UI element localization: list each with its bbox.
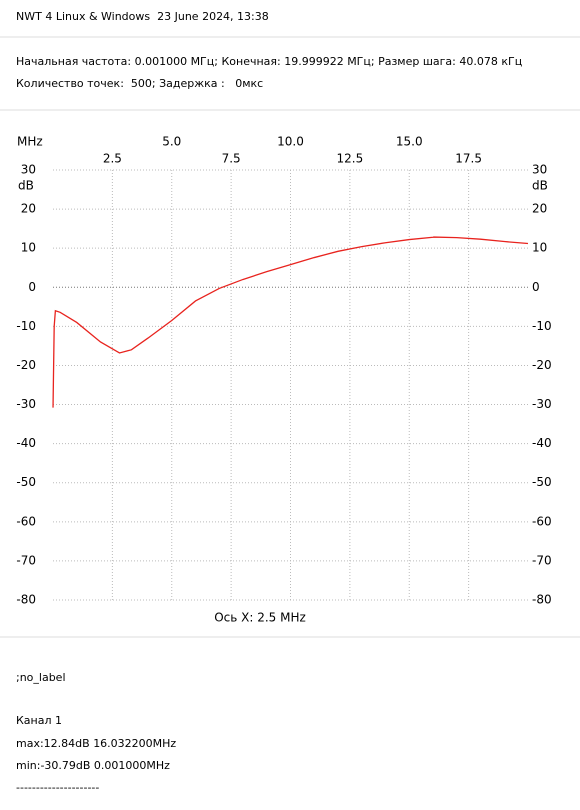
y-tick-label: 10: [21, 241, 36, 255]
y-tick-label: 0: [28, 280, 36, 294]
y-unit: dB: [18, 179, 34, 193]
y-tick-label: 30: [21, 163, 36, 177]
params: Количество точек: 500; Задержка : 0мкс: [16, 77, 263, 90]
x-unit: MHz: [17, 135, 43, 149]
y-tick-label: -60: [16, 514, 36, 528]
y-tick-label: -80: [16, 593, 36, 607]
y-tick-label: -70: [16, 553, 36, 567]
y-tick-label: -50: [16, 475, 36, 489]
y-tick-label: -20: [532, 358, 552, 372]
series-line: [52, 236, 529, 408]
x-tick-label: 10.0: [277, 135, 304, 149]
y-tick-label: -70: [532, 553, 552, 567]
y-tick-label: -40: [532, 436, 552, 450]
y-tick-label: -80: [532, 593, 552, 607]
separator-text: ---------------------: [16, 781, 99, 794]
x-tick-label: 2.5: [103, 152, 122, 166]
x-tick-label: 5.0: [162, 135, 181, 149]
x-axis-label: Ось X: 2.5 MHz: [214, 611, 306, 625]
y-tick-label: -10: [16, 319, 36, 333]
x-tick-label: 12.5: [337, 152, 364, 166]
y-tick-label: -60: [532, 514, 552, 528]
y-tick-label: -40: [16, 436, 36, 450]
y-tick-label: -30: [16, 397, 36, 411]
y-tick-label: -30: [532, 397, 552, 411]
y-tick-label: -20: [16, 358, 36, 372]
header-title: NWT 4 Linux & Windows 23 June 2024, 13:3…: [16, 10, 269, 23]
y-tick-label: -50: [532, 475, 552, 489]
x-tick-label: 7.5: [222, 152, 241, 166]
y-tick-label: 30: [532, 163, 547, 177]
y-unit: dB: [532, 179, 548, 193]
channel: Канал 1: [16, 714, 62, 727]
min: min:-30.79dB 0.001000MHz: [16, 759, 170, 772]
y-tick-label: 0: [532, 280, 540, 294]
max: max:12.84dB 16.032200MHz: [16, 737, 176, 750]
x-tick-label: 15.0: [396, 135, 423, 149]
params: Начальная частота: 0.001000 МГц; Конечна…: [16, 55, 522, 68]
y-tick-label: 10: [532, 241, 547, 255]
y-tick-label: -10: [532, 319, 552, 333]
x-tick-label: 17.5: [455, 152, 482, 166]
y-tick-label: 20: [21, 202, 36, 216]
y-tick-label: 20: [532, 202, 547, 216]
footer-label: ;no_label: [16, 671, 66, 684]
